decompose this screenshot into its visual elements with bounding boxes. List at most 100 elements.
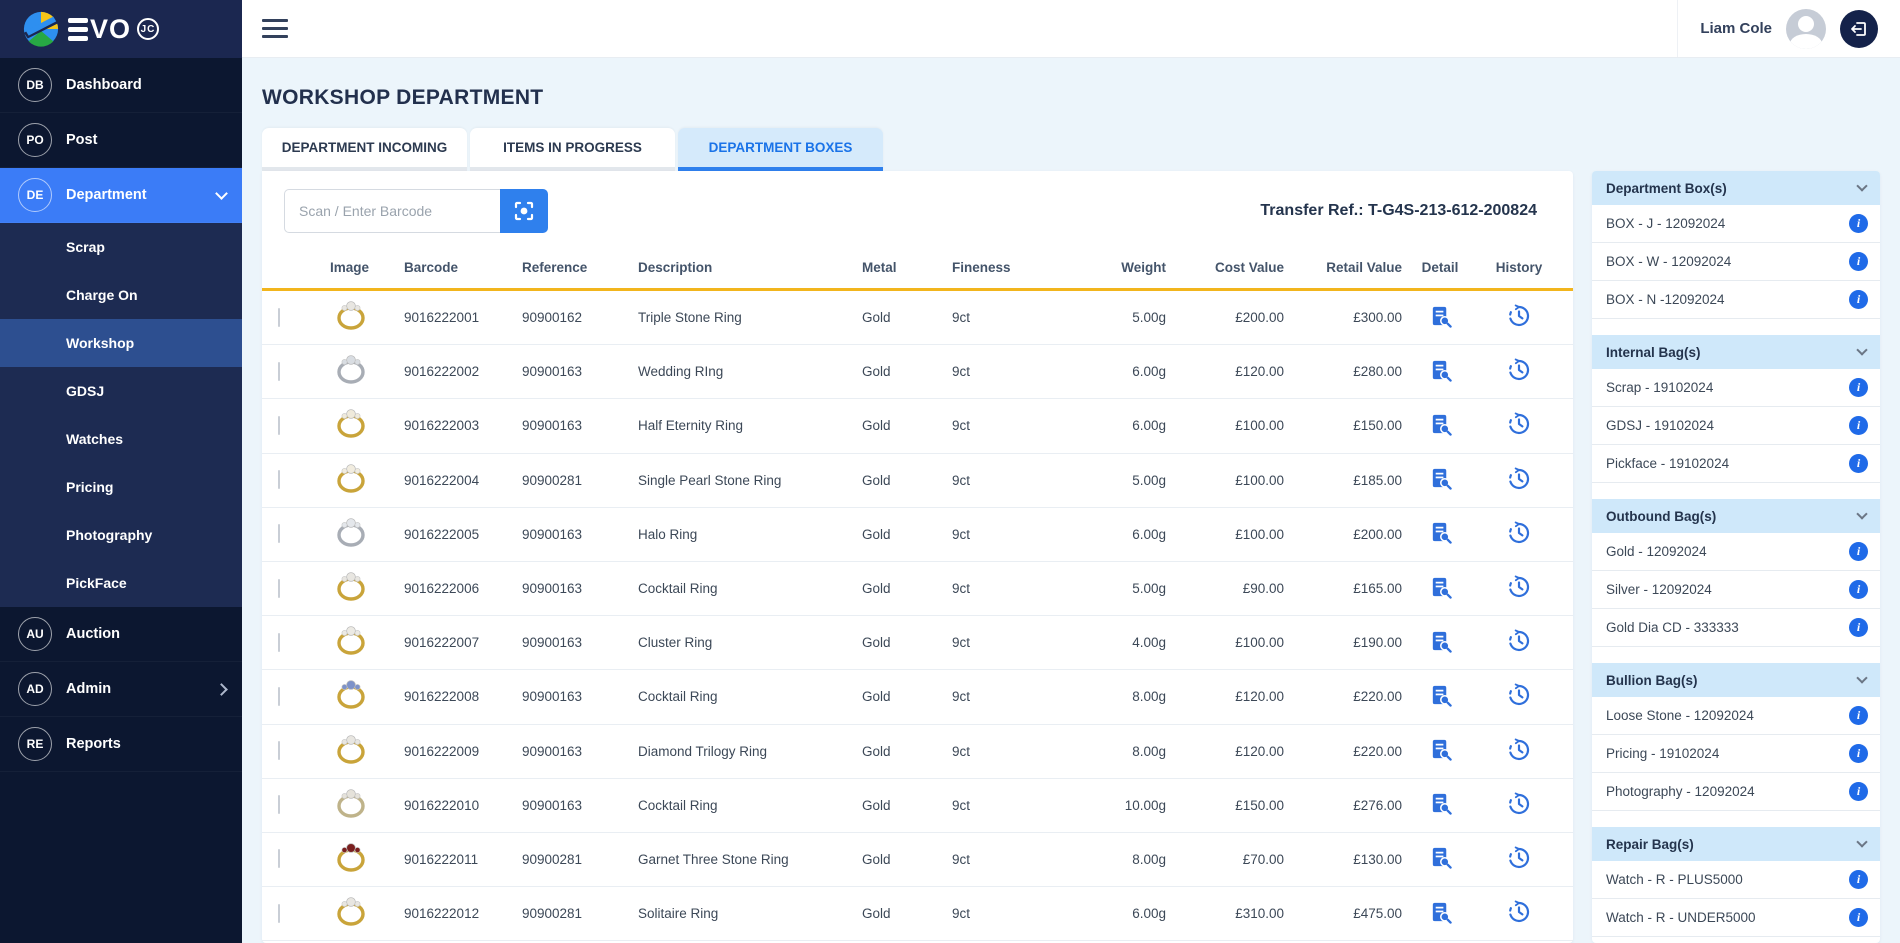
panel-section-header[interactable]: Department Box(s) [1592,171,1880,205]
cell-fineness: 9ct [952,744,1056,759]
sidebar-subitem-scrap[interactable]: Scrap [0,223,242,271]
panel-section-header[interactable]: Bullion Bag(s) [1592,663,1880,697]
detail-button[interactable] [1402,630,1478,653]
info-icon[interactable]: i [1849,744,1868,763]
cell-cost-value: £90.00 [1166,581,1284,596]
row-checkbox[interactable] [278,849,280,868]
row-checkbox[interactable] [278,579,280,598]
cell-retail-value: £220.00 [1284,689,1402,704]
info-icon[interactable]: i [1849,214,1868,233]
history-button[interactable] [1478,846,1560,870]
tab-department-incoming[interactable]: DEPARTMENT INCOMING [262,128,467,171]
detail-button[interactable] [1402,413,1478,436]
history-button[interactable] [1478,575,1560,599]
table-body: 9016222001 90900162 Triple Stone Ring Go… [262,291,1573,941]
history-button[interactable] [1478,738,1560,762]
row-checkbox[interactable] [278,524,280,543]
row-checkbox[interactable] [278,633,280,652]
row-checkbox[interactable] [278,904,280,923]
history-button[interactable] [1478,304,1560,328]
panel-item: GDSJ - 19102024 i [1592,407,1880,445]
history-button[interactable] [1478,900,1560,924]
info-icon[interactable]: i [1849,706,1868,725]
detail-button[interactable] [1402,738,1478,761]
panel-section-header[interactable]: Outbound Bag(s) [1592,499,1880,533]
panel-section-header[interactable]: Repair Bag(s) [1592,827,1880,861]
row-checkbox[interactable] [278,308,280,327]
history-button[interactable] [1478,521,1560,545]
scan-viewfinder-icon [512,199,536,223]
cell-metal: Gold [862,852,952,867]
row-checkbox[interactable] [278,741,280,760]
scan-barcode-button[interactable] [500,189,548,233]
sidebar-item-post[interactable]: PO Post [0,113,242,168]
history-button[interactable] [1478,629,1560,653]
info-icon[interactable]: i [1849,416,1868,435]
ring-image [330,569,372,603]
tab-items-in-progress[interactable]: ITEMS IN PROGRESS [470,128,675,171]
panel-section-header[interactable]: Internal Bag(s) [1592,335,1880,369]
logout-button[interactable] [1840,10,1878,48]
detail-button[interactable] [1402,359,1478,382]
sidebar-subitem-gdsj[interactable]: GDSJ [0,367,242,415]
detail-icon [1429,792,1452,815]
row-checkbox[interactable] [278,416,280,435]
history-button[interactable] [1478,683,1560,707]
info-icon[interactable]: i [1849,252,1868,271]
history-button[interactable] [1478,358,1560,382]
info-icon[interactable]: i [1849,618,1868,637]
column-header-history: History [1478,260,1560,275]
sidebar-subitem-workshop[interactable]: Workshop [0,319,242,367]
detail-button[interactable] [1402,792,1478,815]
sidebar-item-admin[interactable]: AD Admin [0,662,242,717]
table-row: 9016222011 90900281 Garnet Three Stone R… [262,833,1573,887]
cell-retail-value: £200.00 [1284,527,1402,542]
history-button[interactable] [1478,467,1560,491]
detail-button[interactable] [1402,305,1478,328]
column-header-description: Description [638,260,862,275]
detail-button[interactable] [1402,467,1478,490]
detail-button[interactable] [1402,521,1478,544]
sidebar-subitem-pricing[interactable]: Pricing [0,463,242,511]
sidebar-subitem-charge-on[interactable]: Charge On [0,271,242,319]
detail-button[interactable] [1402,901,1478,924]
cell-weight: 6.00g [1056,527,1166,542]
row-checkbox[interactable] [278,795,280,814]
row-checkbox[interactable] [278,687,280,706]
info-icon[interactable]: i [1849,580,1868,599]
history-button[interactable] [1478,792,1560,816]
hamburger-menu-icon[interactable] [262,19,288,38]
cell-weight: 6.00g [1056,418,1166,433]
chevron-down-icon [1856,672,1867,683]
history-button[interactable] [1478,412,1560,436]
info-icon[interactable]: i [1849,782,1868,801]
detail-button[interactable] [1402,684,1478,707]
info-icon[interactable]: i [1849,454,1868,473]
tab-department-boxes[interactable]: DEPARTMENT BOXES [678,128,883,171]
row-checkbox[interactable] [278,470,280,489]
info-icon[interactable]: i [1849,542,1868,561]
chevron-down-icon [1856,508,1867,519]
detail-button[interactable] [1402,846,1478,869]
detail-button[interactable] [1402,576,1478,599]
detail-icon [1429,738,1452,761]
info-icon[interactable]: i [1849,378,1868,397]
avatar[interactable] [1786,9,1826,49]
barcode-input[interactable] [284,189,500,233]
sidebar-item-auction[interactable]: AU Auction [0,607,242,662]
sidebar-subitem-photography[interactable]: Photography [0,511,242,559]
sidebar-item-department[interactable]: DE Department [0,168,242,223]
chevron-right-icon [215,683,228,696]
info-icon[interactable]: i [1849,290,1868,309]
nav-label: Reports [66,736,121,752]
info-icon[interactable]: i [1849,908,1868,927]
cell-fineness: 9ct [952,527,1056,542]
sidebar-item-dashboard[interactable]: DB Dashboard [0,58,242,113]
sidebar-item-reports[interactable]: RE Reports [0,717,242,772]
cell-cost-value: £120.00 [1166,689,1284,704]
sidebar-subitem-watches[interactable]: Watches [0,415,242,463]
row-checkbox[interactable] [278,362,280,381]
info-icon[interactable]: i [1849,870,1868,889]
panel-section-title: Internal Bag(s) [1606,345,1701,360]
sidebar-subitem-pickface[interactable]: PickFace [0,559,242,607]
